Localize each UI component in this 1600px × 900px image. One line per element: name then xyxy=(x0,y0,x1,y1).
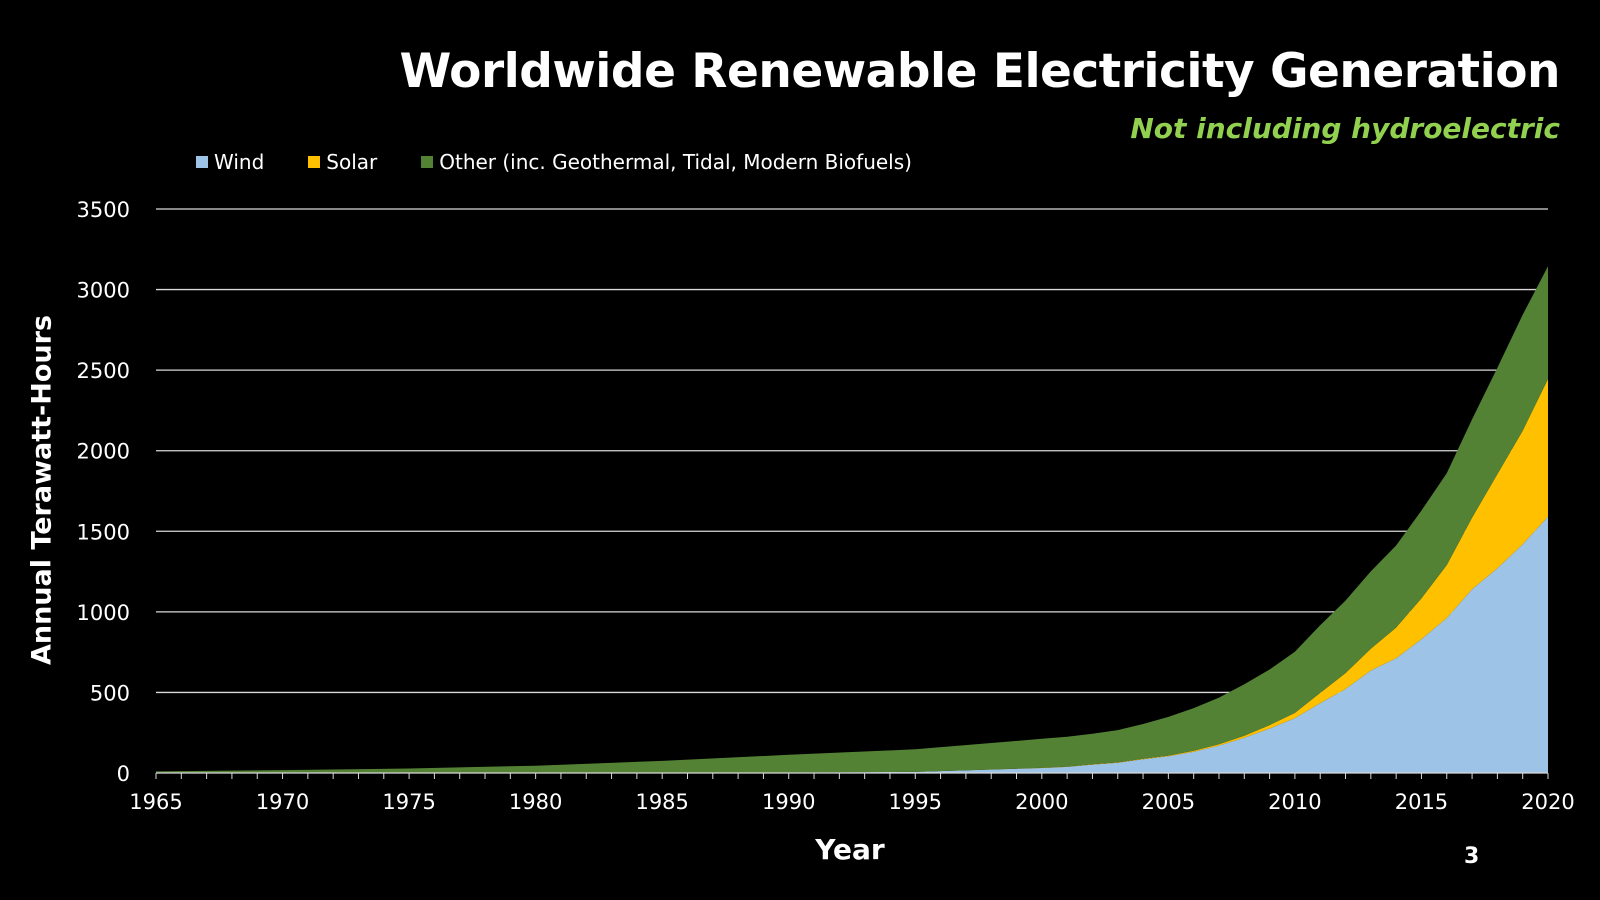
y-tick-label-2000: 2000 xyxy=(77,440,130,464)
chart-title: Worldwide Renewable Electricity Generati… xyxy=(399,44,1561,99)
x-tick-label-2015: 2015 xyxy=(1395,790,1448,814)
x-tick-label-1965: 1965 xyxy=(129,790,182,814)
area-wind xyxy=(156,516,1548,773)
legend-label-other: Other (inc. Geothermal, Tidal, Modern Bi… xyxy=(439,150,912,174)
x-tick-label-1980: 1980 xyxy=(509,790,562,814)
x-tick-label-2000: 2000 xyxy=(1015,790,1068,814)
x-tick-label-1970: 1970 xyxy=(256,790,309,814)
y-tick-label-2500: 2500 xyxy=(77,359,130,383)
x-tick-label-1990: 1990 xyxy=(762,790,815,814)
y-tick-label-0: 0 xyxy=(117,762,130,786)
y-axis-label: Annual Terawatt-Hours xyxy=(26,314,58,666)
x-tick-label-1975: 1975 xyxy=(382,790,435,814)
legend-swatch-other xyxy=(421,156,434,168)
chart-subtitle: Not including hydroelectric xyxy=(1130,112,1560,145)
legend: Wind Solar Other (inc. Geothermal, Tidal… xyxy=(196,150,956,174)
x-tick-label-1995: 1995 xyxy=(889,790,942,814)
x-tick-label-2020: 2020 xyxy=(1521,790,1574,814)
legend-label-wind: Wind xyxy=(214,150,265,174)
x-tick-label-2010: 2010 xyxy=(1268,790,1321,814)
legend-item-other: Other (inc. Geothermal, Tidal, Modern Bi… xyxy=(421,150,912,174)
x-tick-label-2005: 2005 xyxy=(1142,790,1195,814)
legend-item-wind: Wind xyxy=(196,150,264,174)
y-tick-label-3500: 3500 xyxy=(77,198,130,222)
legend-item-solar: Solar xyxy=(308,150,377,174)
page-number: 3 xyxy=(1464,844,1480,869)
y-tick-label-500: 500 xyxy=(90,681,130,705)
y-tick-label-3000: 3000 xyxy=(77,279,130,303)
y-tick-label-1000: 1000 xyxy=(77,601,130,625)
legend-label-solar: Solar xyxy=(326,150,378,174)
y-tick-label-1500: 1500 xyxy=(77,520,130,544)
x-tick-label-1985: 1985 xyxy=(635,790,688,814)
legend-swatch-solar xyxy=(308,156,321,168)
legend-swatch-wind xyxy=(196,156,208,168)
x-axis-label: Year xyxy=(815,833,885,866)
